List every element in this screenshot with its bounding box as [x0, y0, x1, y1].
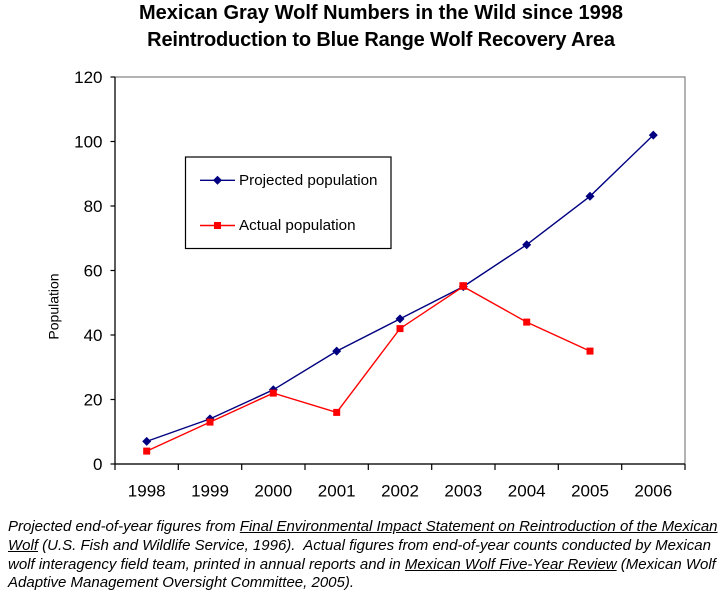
svg-text:2000: 2000 [254, 482, 292, 501]
svg-text:20: 20 [84, 390, 103, 409]
svg-text:2006: 2006 [634, 482, 672, 501]
svg-text:100: 100 [74, 132, 102, 151]
svg-text:2001: 2001 [318, 482, 356, 501]
svg-text:0: 0 [93, 455, 102, 474]
svg-text:40: 40 [84, 326, 103, 345]
svg-text:2005: 2005 [571, 482, 609, 501]
svg-text:2002: 2002 [381, 482, 419, 501]
svg-text:Actual population: Actual population [239, 217, 356, 234]
svg-text:120: 120 [74, 68, 102, 87]
svg-text:Projected population: Projected population [239, 172, 377, 189]
svg-text:2004: 2004 [508, 482, 546, 501]
svg-text:1998: 1998 [128, 482, 166, 501]
svg-text:60: 60 [84, 261, 103, 280]
svg-text:1999: 1999 [191, 482, 229, 501]
svg-text:2003: 2003 [444, 482, 482, 501]
svg-text:Population: Population [46, 273, 62, 339]
svg-text:80: 80 [84, 197, 103, 216]
